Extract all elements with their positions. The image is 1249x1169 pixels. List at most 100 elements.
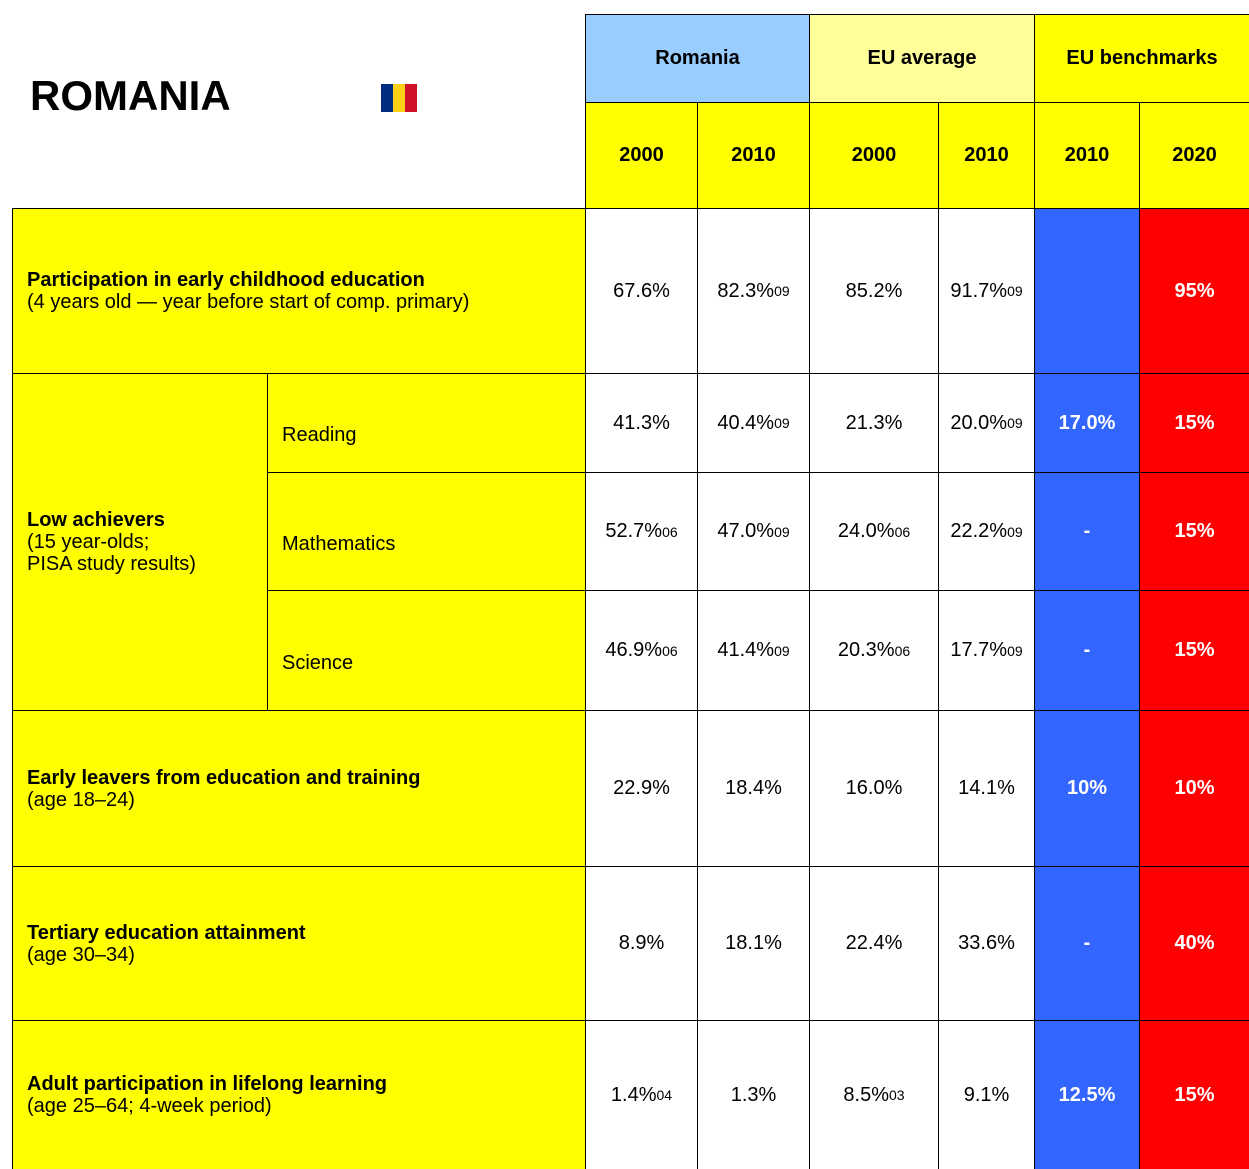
row-label: Low achievers (15 year-olds; PISA study re… [12,373,268,711]
cell-value: 82.3% [717,279,775,302]
title: ROMANIA [30,72,231,119]
row-label: Participation in early childhood educati… [12,208,586,374]
year-header: 2020 [1139,102,1249,209]
data-cell: 41.4% 09 [697,590,810,711]
subrow-label: Science [267,590,586,711]
subrow-title: Mathematics [282,532,396,555]
cell-value: 67.6% [613,279,670,302]
row-title b: Low achievers [27,509,165,531]
cell-value: 16.0% [845,777,903,799]
data-cell: 67.6% [585,208,698,374]
cell-value: 95% [1174,279,1215,302]
year-label: 2020 [1172,144,1217,166]
cell-footnote: 06 [894,523,911,540]
row-title: Early leavers from education and trainin… [27,766,421,789]
row-title: Adult participation in lifelong learning [27,1073,387,1095]
data-cell: 47.0% 09 [697,472,810,591]
cell-value: 24.0% [837,520,895,542]
year-header: 2000 [585,102,698,209]
data-cell: 8.5% 03 [809,1020,939,1169]
data-cell: 17.7% 09 [938,590,1035,711]
data-cell: 9.1% [938,1020,1035,1169]
data-cell: 15% [1139,1020,1249,1169]
data-cell: 22.9% [585,710,698,867]
data-cell: 8.9% [585,866,698,1021]
data-cell: 10% [1034,710,1140,867]
data-cell: 82.3% 09 [697,208,810,374]
row-label: Adult participation in lifelong learning… [12,1020,586,1169]
year-label: 2010 [1064,144,1110,166]
cell-value: - [1083,932,1091,954]
row-note: (4 years old — year before start of comp… [27,291,470,313]
cell-footnote: 09 [774,415,790,431]
cell-value: 20.0% [950,411,1008,434]
data-cell: 85.2% [809,208,939,374]
year-header: 2010 [938,102,1035,209]
data-cell: 22.2% 09 [938,472,1035,591]
cell-footnote: 06 [894,642,911,659]
row-note: (age 18–24) [27,788,135,811]
cell-value: 52.7% [605,520,663,542]
data-cell: 95% [1139,208,1249,374]
data-cell: 52.7% 06 [585,472,698,591]
cell-value: 33.6% [958,932,1015,954]
cell-value: 41.3% [613,411,670,434]
cell-footnote: 09 [774,642,790,659]
cell-value: 85.2% [845,279,903,302]
data-cell: 46.9% 06 [585,590,698,711]
year-label: 2000 [619,144,664,166]
cell-footnote: 09 [1007,283,1023,299]
year-label: 2000 [851,144,897,166]
subrow-title: Science [282,651,354,674]
data-cell: 15% [1139,373,1249,473]
cell-value: - [1083,520,1091,542]
cell-value: 22.9% [613,777,670,799]
data-cell: 18.1% [697,866,810,1021]
cell-footnote: 06 [662,642,678,659]
group-label: EU average [867,47,977,69]
cell-value: 15% [1174,639,1215,661]
data-cell: 18.4% [697,710,810,867]
row-note: PISA study results) [27,553,196,575]
cell-value: 22.2% [950,520,1008,542]
cell-value: 18.4% [725,777,782,799]
cell-value: 46.9% [605,639,663,661]
subrow-label: Mathematics [267,472,586,591]
data-cell: - [1034,866,1140,1021]
data-cell: 20.0% 09 [938,373,1035,473]
subrow-title: Reading [282,424,357,446]
data-cell: 15% [1139,472,1249,591]
cell-value: 8.5% [843,1083,889,1106]
cell-value: 14.1% [958,777,1015,799]
cell-value: 15% [1174,411,1215,434]
data-cell: 22.4% [809,866,939,1021]
data-cell: - [1034,472,1140,591]
data-cell: 12.5% [1034,1020,1140,1169]
flag [381,84,417,112]
year-label: 2010 [964,144,1009,166]
cell-footnote: 09 [1007,415,1023,431]
cell-value: 17.0% [1058,411,1116,434]
cell-value: 1.3% [730,1083,777,1106]
cell-value: 91.7% [950,279,1008,302]
data-cell: 40% [1139,866,1249,1021]
cell-value: 21.3% [845,411,903,434]
cell-value: 10% [1066,777,1108,799]
group-header: EU average [809,14,1035,103]
cell-footnote: 03 [889,1087,905,1103]
data-cell: 33.6% [938,866,1035,1021]
row-title: Tertiary education attainment [27,921,306,944]
cell-value: 8.9% [618,932,665,954]
data-cell: 20.3% 06 [809,590,939,711]
row-title: Participation in early childhood educati… [27,269,425,291]
data-cell: 91.7% 09 [938,208,1035,374]
data-cell: 14.1% [938,710,1035,867]
cell-value: 10% [1174,777,1215,799]
cell-value: 41.4% [717,639,775,661]
row-note: (15 year-olds; [27,531,150,553]
cell-footnote: 09 [774,283,790,299]
row-note: (age 30–34) [27,943,135,966]
cell-value: 15% [1174,520,1215,542]
year-label: 2010 [731,144,776,166]
